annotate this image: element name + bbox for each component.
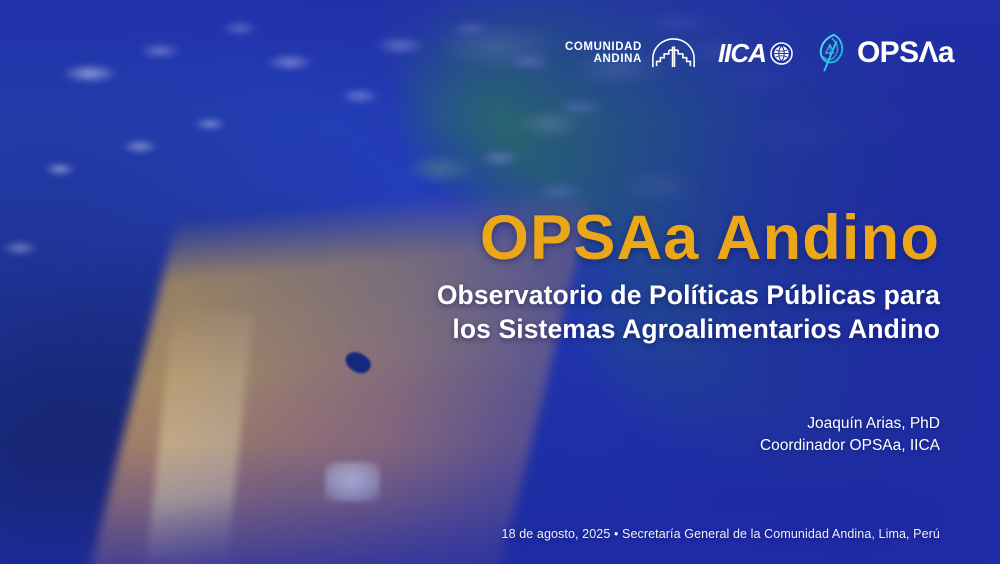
logo-opsaa: OPSΛa bbox=[815, 33, 955, 73]
logo-comunidad-andina: COMUNIDAD ANDINA bbox=[565, 38, 696, 68]
bottom-scrim bbox=[0, 444, 1000, 564]
page-subtitle: Observatorio de Políticas Públicas para … bbox=[320, 279, 940, 346]
globe-icon bbox=[770, 41, 793, 65]
comunidad-andina-wordmark: COMUNIDAD ANDINA bbox=[565, 41, 642, 65]
stepped-arch-icon bbox=[651, 38, 696, 68]
leaf-icon bbox=[815, 33, 847, 73]
author-block: Joaquín Arias, PhD Coordinador OPSAa, II… bbox=[420, 413, 940, 457]
author-name: Joaquín Arias, PhD bbox=[807, 415, 940, 432]
iica-wordmark: IICA bbox=[717, 37, 767, 68]
page-subtitle-line2: los Sistemas Agroalimentarios Andino bbox=[452, 313, 940, 344]
hero-text-block: OPSAa Andino Observatorio de Políticas P… bbox=[320, 206, 940, 346]
page-title: OPSAa Andino bbox=[479, 203, 940, 273]
top-scrim bbox=[0, 0, 1000, 120]
event-footer: 18 de agosto, 2025 • Secretaría General … bbox=[501, 527, 940, 541]
comunidad-andina-line2: ANDINA bbox=[593, 53, 642, 65]
logo-bar: COMUNIDAD ANDINA IICA bbox=[565, 33, 955, 73]
opsaa-wordmark: OPSΛa bbox=[856, 36, 955, 69]
author-role: Coordinador OPSAa, IICA bbox=[759, 437, 940, 454]
page-subtitle-line1: Observatorio de Políticas Públicas para bbox=[436, 280, 940, 311]
logo-iica: IICA bbox=[718, 38, 793, 69]
comunidad-andina-line1: COMUNIDAD bbox=[564, 40, 642, 53]
